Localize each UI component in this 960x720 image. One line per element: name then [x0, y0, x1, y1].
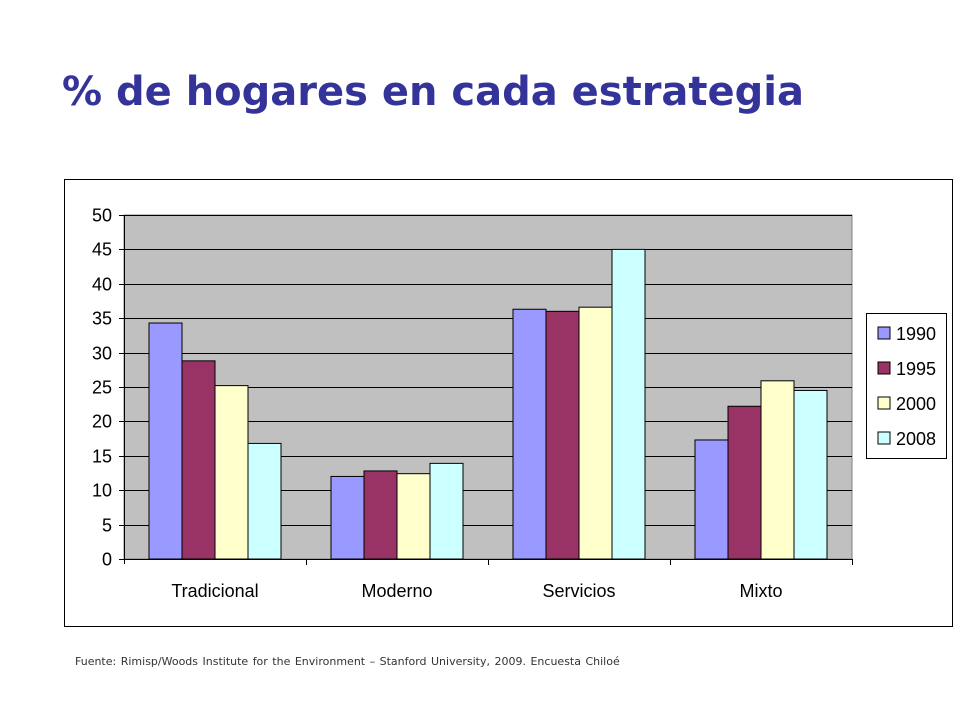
legend-swatch-2000 — [877, 396, 891, 410]
legend-label-1995: 1995 — [896, 359, 936, 379]
bar-tradicional-1995 — [181, 360, 216, 560]
legend-swatch-1990 — [877, 326, 891, 340]
x-tick-label-tradicional: Tradicional — [171, 581, 258, 601]
x-axis-ticks: Tradicional Moderno Servicios Mixto — [171, 559, 853, 601]
x-tick-label-moderno: Moderno — [361, 581, 432, 601]
legend-swatch-2008 — [877, 431, 891, 445]
bar-tradicional-1990 — [148, 322, 183, 560]
y-tick-label: 35 — [92, 309, 112, 329]
bar-tradicional-2000 — [214, 385, 249, 560]
y-tick-label: 15 — [92, 447, 112, 467]
legend-label-2000: 2000 — [896, 394, 936, 414]
bar-servicios-2008 — [611, 248, 646, 560]
bar-mixto-1990 — [694, 439, 729, 560]
bar-moderno-2000 — [396, 473, 431, 560]
y-tick-label: 10 — [92, 481, 112, 501]
bar-moderno-2008 — [429, 462, 464, 560]
bar-mixto-2000 — [760, 380, 795, 560]
bar-servicios-1990 — [512, 308, 547, 560]
y-tick-label: 45 — [92, 240, 112, 260]
legend-label-2008: 2008 — [896, 429, 936, 449]
axes — [119, 215, 852, 564]
bar-tradicional-2008 — [247, 442, 282, 560]
x-tick-label-mixto: Mixto — [739, 581, 782, 601]
x-tick-label-servicios: Servicios — [542, 581, 615, 601]
legend: 1990 1995 2000 2008 — [866, 313, 947, 459]
bar-servicios-2000 — [578, 306, 613, 560]
bar-moderno-1995 — [363, 470, 398, 560]
y-tick-label: 0 — [102, 550, 112, 570]
y-tick-label: 5 — [102, 516, 112, 536]
y-tick-label: 30 — [92, 344, 112, 364]
y-tick-label: 20 — [92, 412, 112, 432]
bar-mixto-2008 — [793, 389, 828, 560]
y-tick-label: 40 — [92, 275, 112, 295]
legend-label-1990: 1990 — [896, 324, 936, 344]
y-tick-label: 25 — [92, 378, 112, 398]
y-axis-ticks: 0 5 10 15 20 25 30 35 40 45 50 — [92, 206, 124, 570]
legend-swatch-1995 — [877, 361, 891, 375]
y-tick-label: 50 — [92, 206, 112, 226]
bar-servicios-1995 — [545, 310, 580, 560]
bar-mixto-1995 — [727, 405, 762, 560]
page-title: % de hogares en cada estrategia — [62, 69, 805, 115]
source-note: Fuente: Rimisp/Woods Institute for the E… — [75, 655, 620, 668]
bar-moderno-1990 — [330, 475, 365, 560]
bars — [148, 248, 828, 560]
